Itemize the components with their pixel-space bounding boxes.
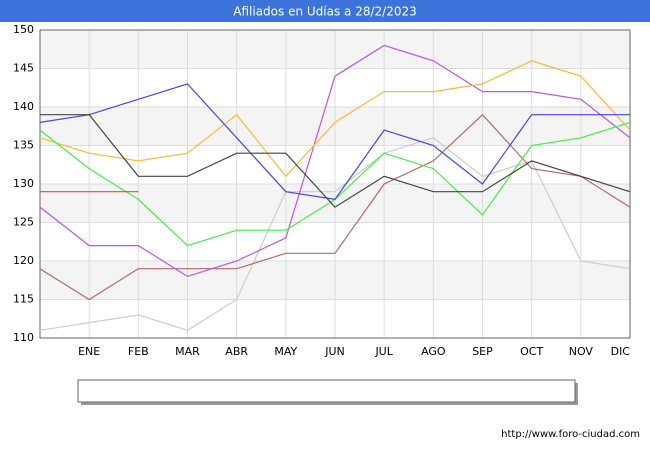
x-tick-label: MAY — [274, 345, 297, 358]
x-tick-label: FEB — [128, 345, 149, 358]
x-tick-label: DIC — [611, 345, 631, 358]
x-tick-label: MAR — [175, 345, 200, 358]
source: http://www.foro-ciudad.com — [501, 429, 640, 440]
y-tick-label: 125 — [13, 216, 34, 229]
x-tick-label: JUN — [324, 345, 345, 358]
y-tick-label: 130 — [13, 177, 34, 190]
y-tick-label: 135 — [13, 139, 34, 152]
x-tick-label: SEP — [472, 345, 493, 358]
chart-title: Afiliados en Udías a 28/2/2023 — [233, 5, 416, 19]
x-tick-label: JUL — [374, 345, 393, 358]
y-tick-label: 145 — [13, 62, 34, 75]
legend — [77, 379, 576, 403]
y-tick-label: 110 — [13, 331, 34, 344]
plot-border — [39, 29, 631, 339]
y-tick-label: 150 — [13, 23, 34, 36]
series-line — [39, 113, 631, 301]
x-tick-label: AGO — [421, 345, 446, 358]
y-tick-label: 120 — [13, 254, 34, 267]
series-line — [40, 114, 631, 208]
series-line — [39, 44, 631, 278]
x-tick-label: OCT — [520, 345, 543, 358]
x-tick-label: ENE — [78, 345, 100, 358]
y-tick-label: 140 — [13, 100, 34, 113]
x-tick-label: ABR — [225, 345, 248, 358]
x-tick-label: NOV — [569, 345, 594, 358]
title-bar — [0, 0, 650, 22]
series-line — [39, 83, 630, 201]
series-line — [39, 60, 631, 178]
y-tick-label: 115 — [13, 293, 34, 306]
